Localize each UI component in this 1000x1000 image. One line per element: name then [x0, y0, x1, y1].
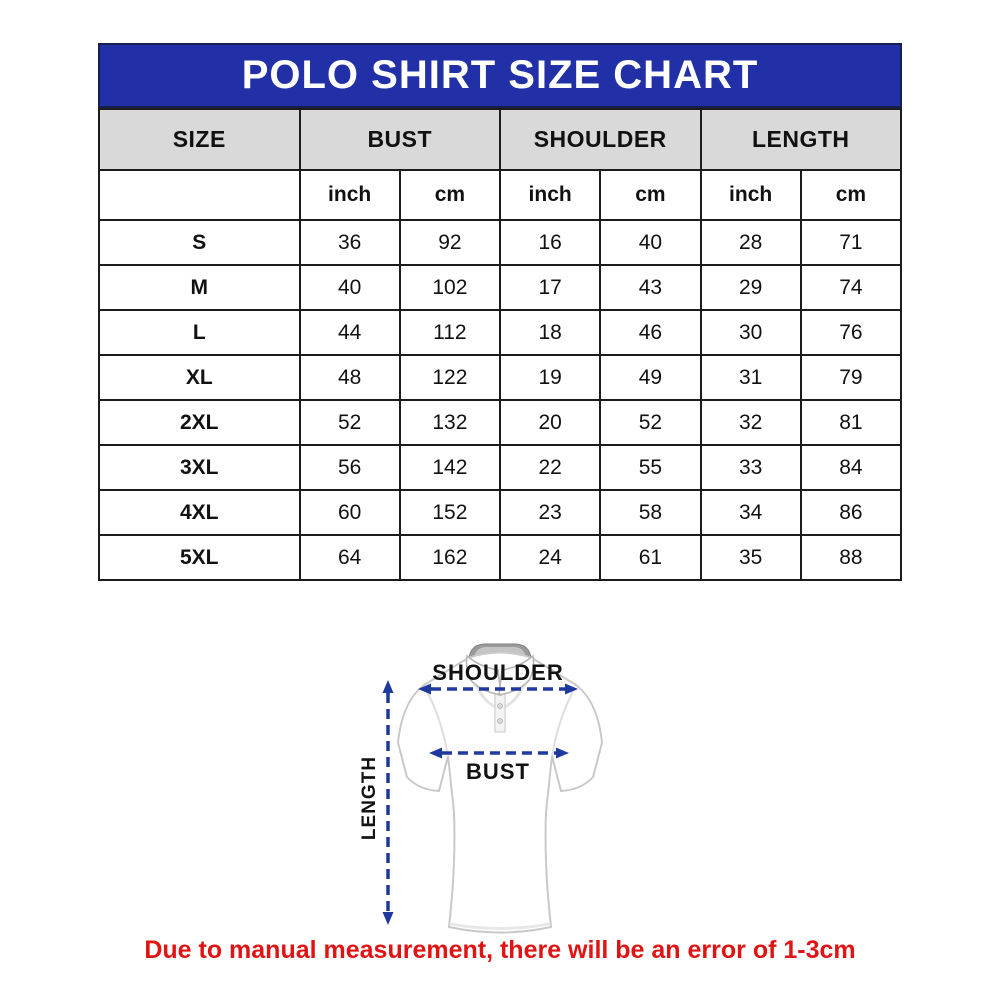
- table-row-3xl: 3XL 56 142 22 55 33 84: [98, 444, 903, 491]
- size-label: S: [98, 219, 301, 266]
- table-row-4xl: 4XL 60 152 23 58 34 86: [98, 489, 903, 536]
- shoulder-measure-label: SHOULDER: [432, 660, 563, 685]
- polo-shirt-illustration: SHOULDER BUST LENGTH: [359, 643, 604, 934]
- cell-value: 74: [799, 264, 903, 311]
- length-measure-arrow: [382, 680, 394, 925]
- cell-value: 88: [799, 534, 903, 581]
- cell-value: 40: [298, 264, 401, 311]
- cell-value: 40: [599, 219, 702, 266]
- cell-value: 20: [498, 399, 602, 446]
- chart-title-bar: POLO SHIRT SIZE CHART: [98, 43, 902, 108]
- bust-measure-label: BUST: [466, 759, 530, 784]
- size-label: 3XL: [98, 444, 301, 491]
- shirt-button: [497, 703, 503, 709]
- size-label: 4XL: [98, 489, 301, 536]
- unit-header-length-inch: inch: [699, 169, 802, 221]
- cell-value: 49: [599, 354, 702, 401]
- table-row-2xl: 2XL 52 132 20 52 32 81: [98, 399, 903, 446]
- cell-value: 79: [799, 354, 903, 401]
- unit-header-row: inch cm inch cm inch cm: [98, 169, 903, 221]
- unit-header-bust-inch: inch: [298, 169, 401, 221]
- cell-value: 132: [398, 399, 502, 446]
- cell-value: 152: [398, 489, 502, 536]
- cell-value: 19: [498, 354, 602, 401]
- cell-value: 64: [298, 534, 401, 581]
- unit-header-shoulder-inch: inch: [498, 169, 602, 221]
- cell-value: 34: [699, 489, 802, 536]
- column-header-size: SIZE: [98, 108, 301, 171]
- cell-value: 43: [599, 264, 702, 311]
- unit-header-shoulder-cm: cm: [599, 169, 702, 221]
- cell-value: 36: [298, 219, 401, 266]
- cell-value: 46: [599, 309, 702, 356]
- cell-value: 24: [498, 534, 602, 581]
- chart-title: POLO SHIRT SIZE CHART: [241, 53, 759, 97]
- cell-value: 61: [599, 534, 702, 581]
- shirt-button: [497, 718, 503, 724]
- cell-value: 58: [599, 489, 702, 536]
- shirt-hem-shade: [450, 922, 550, 930]
- cell-value: 55: [599, 444, 702, 491]
- cell-value: 32: [699, 399, 802, 446]
- cell-value: 102: [398, 264, 502, 311]
- cell-value: 112: [398, 309, 502, 356]
- cell-value: 81: [799, 399, 903, 446]
- shirt-body: [396, 651, 604, 934]
- shirt-measurement-diagram: SHOULDER BUST LENGTH: [330, 640, 670, 940]
- unit-header-empty: [98, 169, 301, 221]
- shoulder-measure-arrow: [418, 683, 578, 695]
- size-label: XL: [98, 354, 301, 401]
- size-label: M: [98, 264, 301, 311]
- size-label: 5XL: [98, 534, 301, 581]
- cell-value: 92: [398, 219, 502, 266]
- table-row-m: M 40 102 17 43 29 74: [98, 264, 903, 311]
- table-row-s: S 36 92 16 40 28 71: [98, 219, 903, 266]
- cell-value: 76: [799, 309, 903, 356]
- column-header-length: LENGTH: [699, 108, 902, 171]
- cell-value: 31: [699, 354, 802, 401]
- size-label: L: [98, 309, 301, 356]
- cell-value: 29: [699, 264, 802, 311]
- cell-value: 71: [799, 219, 903, 266]
- length-measure-label: LENGTH: [359, 756, 380, 840]
- cell-value: 35: [699, 534, 802, 581]
- cell-value: 60: [298, 489, 401, 536]
- column-header-shoulder: SHOULDER: [499, 108, 702, 171]
- cell-value: 162: [398, 534, 502, 581]
- cell-value: 142: [398, 444, 502, 491]
- cell-value: 16: [498, 219, 602, 266]
- unit-header-length-cm: cm: [799, 169, 903, 221]
- unit-header-bust-cm: cm: [398, 169, 502, 221]
- column-header-bust: BUST: [298, 108, 501, 171]
- group-header-row: SIZE BUST SHOULDER LENGTH: [98, 108, 902, 171]
- cell-value: 84: [799, 444, 903, 491]
- bust-measure-arrow: [429, 747, 569, 759]
- measurement-error-note: Due to manual measurement, there will be…: [144, 936, 856, 964]
- cell-value: 56: [298, 444, 401, 491]
- cell-value: 28: [699, 219, 802, 266]
- table-row-l: L 44 112 18 46 30 76: [98, 309, 903, 356]
- cell-value: 86: [799, 489, 903, 536]
- shirt-right-seam: [551, 687, 576, 757]
- cell-value: 122: [398, 354, 502, 401]
- cell-value: 18: [498, 309, 602, 356]
- shirt-placket: [494, 691, 506, 733]
- cell-value: 30: [699, 309, 802, 356]
- table-row-xl: XL 48 122 19 49 31 79: [98, 354, 903, 401]
- cell-value: 23: [498, 489, 602, 536]
- cell-value: 33: [699, 444, 802, 491]
- cell-value: 52: [298, 399, 401, 446]
- cell-value: 48: [298, 354, 401, 401]
- size-chart-table: SIZE BUST SHOULDER LENGTH inch cm inch c…: [98, 108, 903, 581]
- table-row-5xl: 5XL 64 162 24 61 35 88: [98, 534, 903, 581]
- size-label: 2XL: [98, 399, 301, 446]
- cell-value: 22: [498, 444, 602, 491]
- cell-value: 44: [298, 309, 401, 356]
- cell-value: 52: [599, 399, 702, 446]
- cell-value: 17: [498, 264, 602, 311]
- shirt-left-seam: [424, 687, 449, 757]
